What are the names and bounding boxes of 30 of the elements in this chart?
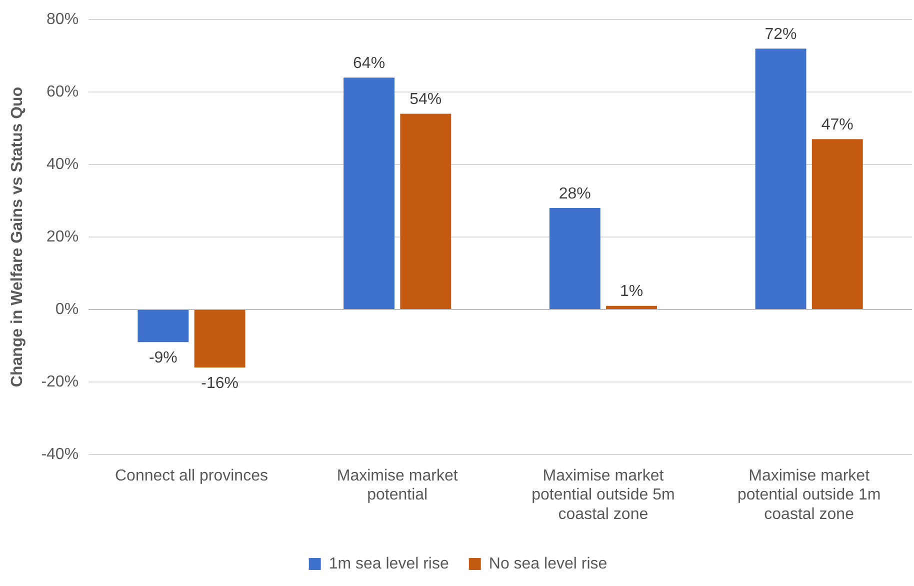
bar bbox=[812, 139, 863, 309]
x-tick-label: Connect all provinces bbox=[115, 467, 268, 484]
data-label: -9% bbox=[148, 349, 178, 366]
y-tick-label: -40% bbox=[41, 446, 79, 463]
y-tick-label: 40% bbox=[46, 156, 79, 173]
x-tick-label: Maximise market potential outside 5m coastal zone bbox=[532, 467, 675, 523]
bar bbox=[344, 78, 395, 309]
y-tick-label: 0% bbox=[55, 300, 79, 318]
bar bbox=[194, 310, 246, 368]
bar bbox=[138, 310, 189, 342]
legend-label: 1m sea level rise bbox=[328, 555, 449, 572]
x-tick-label: Maximise market potential bbox=[336, 467, 458, 504]
bar bbox=[755, 48, 806, 309]
y-tick-label: 60% bbox=[46, 83, 79, 100]
y-tick-label: 20% bbox=[46, 228, 79, 246]
data-label: 72% bbox=[764, 26, 797, 43]
y-axis-title: Change in Welfare Gains vs Status Quo bbox=[9, 86, 26, 388]
data-label: 28% bbox=[558, 185, 591, 202]
data-label: 47% bbox=[821, 116, 854, 134]
bar bbox=[400, 114, 452, 309]
x-tick-label: Maximise market potential outside 1m coastal zone bbox=[737, 467, 881, 523]
data-label: 54% bbox=[410, 91, 442, 108]
data-label: 1% bbox=[620, 283, 644, 300]
bar bbox=[549, 208, 600, 309]
data-label: 64% bbox=[353, 54, 386, 72]
bar bbox=[606, 306, 657, 309]
data-label: -16% bbox=[201, 374, 238, 392]
legend-label: No sea level rise bbox=[488, 555, 608, 572]
y-tick-label: 80% bbox=[46, 11, 79, 28]
y-tick-label: -20% bbox=[41, 373, 79, 390]
